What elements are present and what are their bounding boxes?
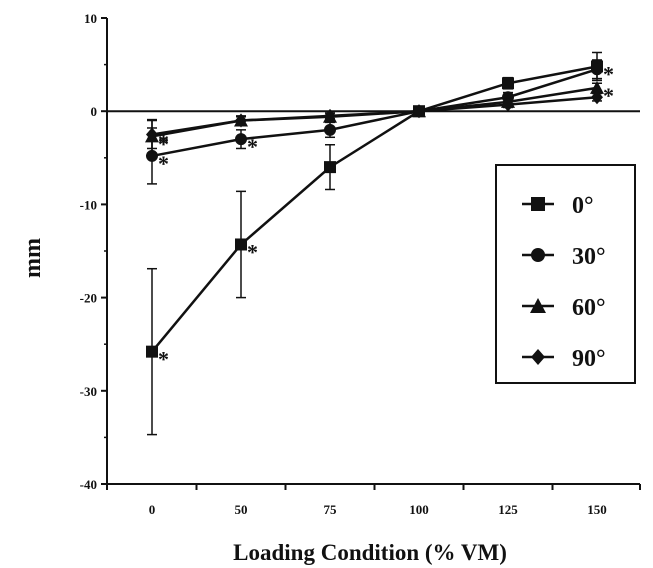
y-tick-label: 10: [84, 11, 97, 26]
legend-label: 90°: [572, 346, 606, 372]
data-point: [324, 108, 336, 123]
axes: 100-10-20-30-400 50 75 100 125 150: [80, 11, 641, 517]
significance-star: *: [158, 347, 169, 372]
data-point: [235, 113, 247, 128]
x-tick-label: 100: [409, 502, 429, 517]
series-layer: ********: [145, 51, 614, 436]
legend-label: 0°: [572, 193, 594, 219]
y-tick-label: -10: [80, 197, 97, 212]
data-point: [531, 197, 545, 211]
data-point: [531, 349, 545, 365]
y-tick-label: -20: [80, 291, 97, 306]
x-tick-label: 125: [498, 502, 518, 517]
x-tick-label: 150: [587, 502, 607, 517]
data-point: [413, 104, 425, 119]
data-point: [146, 345, 158, 358]
x-axis-title: Loading Condition (% VM): [233, 540, 507, 565]
y-tick-label: 0: [91, 104, 98, 119]
legend-box: [495, 164, 636, 384]
significance-star: *: [158, 151, 169, 176]
series-line: [151, 95, 598, 136]
data-point: [235, 133, 247, 146]
data-point: [324, 123, 336, 136]
significance-star: *: [603, 83, 614, 108]
data-point: [502, 97, 514, 112]
data-point: [590, 80, 604, 94]
legend-label: 30°: [572, 244, 606, 270]
data-point: [591, 63, 603, 76]
series-3: *: [146, 90, 603, 155]
x-tick-label: 0: [149, 502, 156, 517]
x-tick-label: 75: [324, 502, 338, 517]
significance-star: *: [247, 239, 258, 264]
x-tick-label: 50: [235, 502, 248, 517]
data-point: [591, 90, 603, 105]
series-line: [151, 65, 598, 353]
data-point: [530, 298, 546, 313]
data-point: [146, 127, 158, 142]
series-line: [151, 68, 598, 158]
y-tick-label: -40: [80, 477, 97, 492]
y-tick-label: -30: [80, 384, 97, 399]
legend-label: 60°: [572, 295, 606, 321]
significance-star: *: [247, 134, 258, 159]
data-point: [324, 161, 336, 174]
data-point: [502, 77, 514, 90]
significance-star: *: [158, 130, 169, 155]
significance-star: *: [603, 61, 614, 86]
significance-star: *: [158, 131, 169, 156]
legend: 0° 30° 60° 90°: [495, 164, 636, 384]
data-point: [235, 238, 247, 251]
data-point: [531, 248, 545, 262]
y-axis-title: mm: [20, 238, 46, 278]
